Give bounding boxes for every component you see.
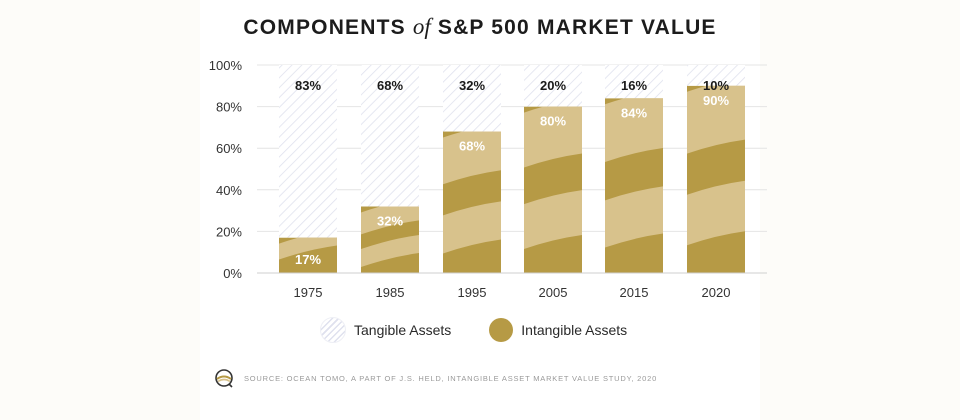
bar-intangible xyxy=(687,85,745,273)
intangible-value-label: 17% xyxy=(295,252,321,267)
bar-intangible xyxy=(279,237,337,273)
y-tick-label: 100% xyxy=(209,58,243,73)
ocean-tomo-logo-icon xyxy=(215,369,233,388)
tangible-value-label: 10% xyxy=(703,78,729,93)
intangible-value-label: 90% xyxy=(703,93,729,108)
x-tick-label: 1975 xyxy=(294,285,323,300)
legend: Tangible Assets Intangible Assets xyxy=(320,317,665,343)
bar-tangible xyxy=(443,65,501,132)
tangible-value-label: 68% xyxy=(377,78,403,93)
bar-intangible xyxy=(605,98,663,273)
bar-tangible xyxy=(524,65,582,107)
intangible-value-label: 80% xyxy=(540,114,566,129)
intangible-value-label: 32% xyxy=(377,213,403,228)
bar-intangible xyxy=(443,131,501,273)
intangible-value-label: 84% xyxy=(621,105,647,120)
tangible-value-label: 16% xyxy=(621,78,647,93)
chart-title: COMPONENTS of S&P 500 MARKET VALUE xyxy=(243,14,717,39)
tangible-value-label: 83% xyxy=(295,78,321,93)
legend-intangible: Intangible Assets xyxy=(489,318,627,342)
legend-tangible-label: Tangible Assets xyxy=(354,322,452,338)
intangible-swatch xyxy=(489,318,514,342)
source-text: SOURCE: OCEAN TOMO, A PART OF J.S. HELD,… xyxy=(244,373,658,383)
bar-tangible xyxy=(605,65,663,99)
bar-intangible xyxy=(524,106,582,273)
tangible-value-label: 32% xyxy=(459,78,485,93)
tangible-value-label: 20% xyxy=(540,78,566,93)
y-tick-label: 20% xyxy=(216,224,242,239)
y-tick-label: 0% xyxy=(223,266,242,281)
x-tick-label: 1995 xyxy=(458,285,487,300)
y-tick-label: 40% xyxy=(216,183,242,198)
x-tick-label: 2005 xyxy=(539,285,568,300)
x-tick-label: 2015 xyxy=(620,285,649,300)
x-tick-label: 1985 xyxy=(376,285,405,300)
y-tick-label: 60% xyxy=(216,141,242,156)
bar-tangible xyxy=(687,65,745,86)
x-tick-label: 2020 xyxy=(702,285,731,300)
legend-tangible: Tangible Assets xyxy=(320,317,451,343)
bar-tangible xyxy=(279,65,337,238)
bar-tangible xyxy=(361,65,419,207)
bar-intangible xyxy=(361,206,419,273)
intangible-value-label: 68% xyxy=(459,139,485,154)
y-tick-label: 80% xyxy=(216,100,242,115)
legend-intangible-label: Intangible Assets xyxy=(521,322,628,338)
source-note: SOURCE: OCEAN TOMO, A PART OF J.S. HELD,… xyxy=(214,368,657,388)
tangible-swatch xyxy=(320,317,346,343)
